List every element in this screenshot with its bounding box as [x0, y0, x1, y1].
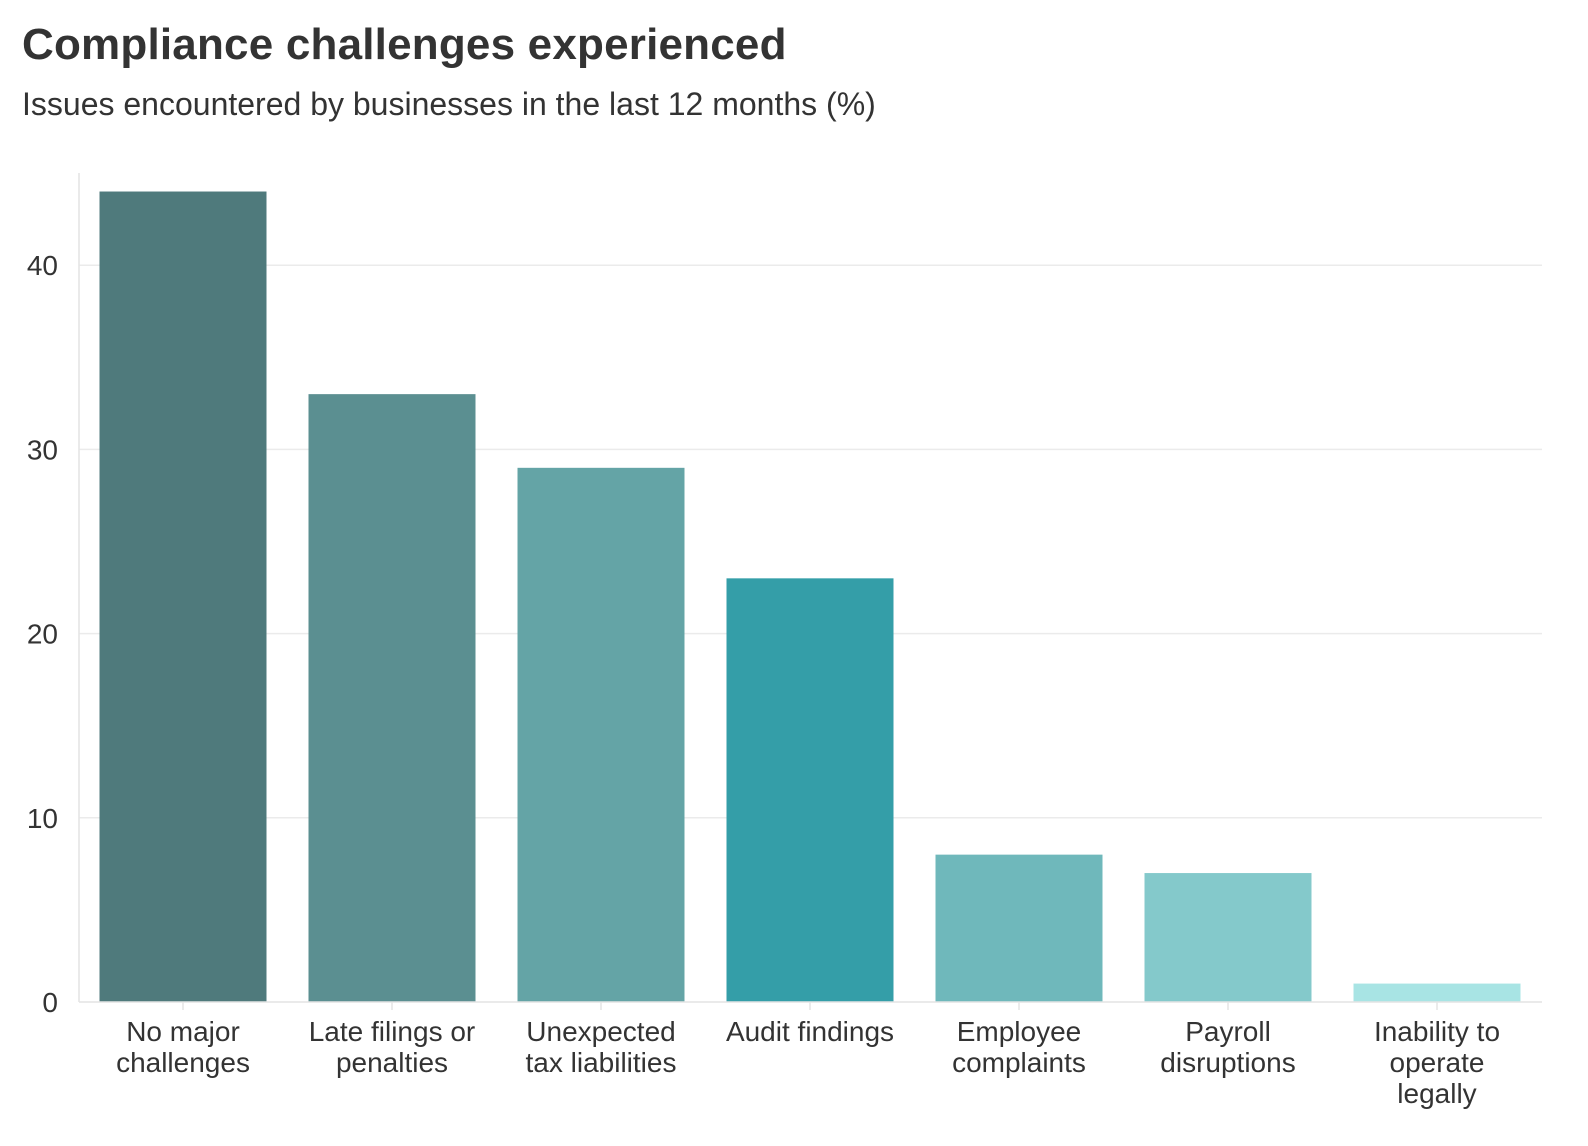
y-tick-label: 40: [27, 250, 58, 281]
x-tick-label: legally: [1397, 1078, 1476, 1109]
y-tick-label: 30: [27, 434, 58, 465]
x-tick-label: penalties: [336, 1047, 448, 1078]
y-tick-label: 10: [27, 803, 58, 834]
x-tick-label: No major: [126, 1016, 240, 1047]
bar: [935, 854, 1103, 1002]
x-tick-label: complaints: [952, 1047, 1086, 1078]
x-tick-label: Unexpected: [526, 1016, 675, 1047]
y-tick-label: 20: [27, 619, 58, 650]
chart-subtitle: Issues encountered by businesses in the …: [22, 86, 876, 122]
x-tick-label: Employee: [957, 1016, 1082, 1047]
x-tick-label: disruptions: [1160, 1047, 1295, 1078]
x-tick-label: Late filings or: [309, 1016, 476, 1047]
bar: [517, 467, 685, 1002]
bar: [726, 578, 894, 1002]
bar: [1144, 873, 1312, 1002]
x-tick-label: challenges: [116, 1047, 250, 1078]
x-tick-label: operate: [1390, 1047, 1485, 1078]
x-ticks: [182, 1002, 1438, 1010]
x-tick-label: tax liabilities: [526, 1047, 677, 1078]
x-tick-label: Payroll: [1185, 1016, 1271, 1047]
bar: [308, 394, 476, 1002]
y-tick-labels: 0 10 20 30 40: [27, 250, 58, 1018]
y-tick-label: 0: [42, 987, 58, 1018]
bar: [99, 191, 267, 1002]
bar: [1353, 983, 1521, 1002]
chart-title: Compliance challenges experienced: [22, 20, 787, 69]
x-tick-label: Audit findings: [726, 1016, 894, 1047]
x-tick-label: Inability to: [1374, 1016, 1500, 1047]
bars: [99, 191, 1521, 1002]
